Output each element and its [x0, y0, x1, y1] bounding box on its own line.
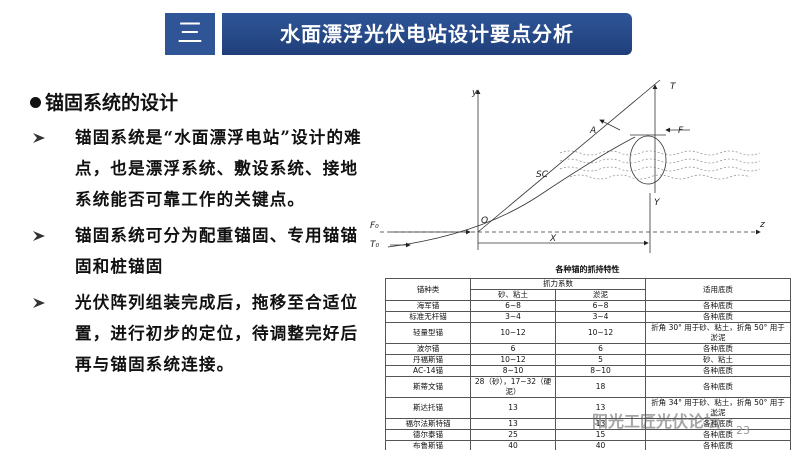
table-cell: 海军锚	[385, 300, 471, 312]
table-cell: 各种底质	[645, 440, 791, 450]
table-cell: 波尔锚	[385, 343, 471, 355]
table-cell: 40	[555, 440, 646, 450]
table-cell: 6~8	[470, 300, 556, 312]
table-row: 波尔锚 6 6 各种底质	[385, 343, 791, 355]
table-cell: AC-14锚	[385, 365, 471, 377]
table-cell: 折角 30° 用于砂、粘土，折角 50° 用于淤泥	[645, 322, 791, 344]
col-header: 抓力系数	[470, 278, 646, 290]
table-cell: 砂、粘土	[645, 354, 791, 366]
table-cell: 40	[470, 440, 556, 450]
table-cell: 各种底质	[645, 376, 791, 398]
table-cell: 13	[470, 418, 556, 430]
table-cell: 6~8	[555, 300, 646, 312]
table-cell: 各种底质	[645, 343, 791, 355]
bullet-arrow	[33, 298, 45, 308]
table-title: 各种锚的抓持特性	[555, 265, 620, 274]
table-cell: 各种底质	[645, 311, 791, 323]
table-cell: 10~12	[555, 322, 646, 344]
table-cell: 各种底质	[645, 365, 791, 377]
table-row: 标准无杆锚 3~4 3~4 各种底质	[385, 311, 791, 323]
label-y: y	[471, 88, 478, 98]
table-row: 布鲁斯锚 40 40 各种底质	[385, 440, 791, 450]
table-cell: 8~10	[555, 365, 646, 377]
label-y-depth: Y	[654, 198, 661, 208]
col-header: 适用底质	[645, 278, 791, 301]
bullet-arrow	[33, 133, 45, 143]
table-cell: 10~12	[470, 354, 556, 366]
table-cell: 3~4	[555, 311, 646, 323]
table-cell: 13	[470, 397, 556, 419]
section-heading: 锚固系统的设计	[30, 88, 178, 115]
table-cell: 5	[555, 354, 646, 366]
table-row: 斯达托锚 13 13 折角 34° 用于砂、粘土，折角 50° 用于淤泥	[385, 397, 791, 419]
table-cell: 8~10	[470, 365, 556, 377]
table-cell: 标准无杆锚	[385, 311, 471, 323]
col-header: 锚种类	[385, 278, 471, 301]
table-cell: 斯达托锚	[385, 397, 471, 419]
label-o: O	[481, 216, 488, 226]
bullet: 光伏阵列组装完成后，拖移至合适位置，进行初步的定位，待调整完好后再与锚固系统连接…	[30, 287, 370, 380]
table-cell: 6	[470, 343, 556, 355]
anchor-table: 锚种类 抓力系数 适用底质 砂、粘土 淤泥 海军锚 6~8 6~8 各种底质 标准无杆锚 3~4…	[385, 278, 791, 450]
table-cell: 3~4	[470, 311, 556, 323]
bullet-dot	[30, 97, 41, 108]
table-cell: 28（砂），17~32（硬泥）	[470, 376, 556, 398]
label-f: F	[678, 126, 684, 136]
bullet: 锚固系统可分为配重锚固、专用锚锚固和桩锚固	[30, 220, 370, 282]
page-number: 23	[736, 424, 750, 437]
table-cell: 德尔泰锚	[385, 429, 471, 441]
table-cell: 10~12	[470, 322, 556, 344]
label-t: T	[670, 82, 677, 92]
section-number: 三	[165, 13, 215, 55]
col-header: 淤泥	[555, 289, 646, 301]
table-row: 德尔泰锚 25 15 各种底质	[385, 429, 791, 441]
label-a: A	[589, 126, 596, 136]
bullet-arrow	[33, 231, 45, 241]
table-row: AC-14锚 8~10 8~10 各种底质	[385, 365, 791, 377]
label-x: X	[549, 234, 557, 244]
bullet-text: 锚固系统是“水面漂浮电站”设计的难点，也是漂浮系统、敷设系统、接地系统能否可靠工…	[75, 128, 362, 209]
table-cell: 布鲁斯锚	[385, 440, 471, 450]
watermark: 阳光工匠光伏论坛	[592, 412, 721, 431]
table-row: 丹福斯锚 10~12 5 砂、粘土	[385, 354, 791, 366]
table-row: 福尔法斯特锚 13 13 各种底质	[385, 418, 791, 430]
table-row: 斯蒂文锚 28（砂），17~32（硬泥） 18 各种底质	[385, 376, 791, 398]
label-z: z	[759, 220, 765, 230]
table-cell: 轻量型锚	[385, 322, 471, 344]
table-row: 海军锚 6~8 6~8 各种底质	[385, 300, 791, 312]
table-cell: 斯蒂文锚	[385, 376, 471, 398]
table-cell: 18	[555, 376, 646, 398]
table-cell: 25	[470, 429, 556, 441]
bullet-list: 锚固系统是“水面漂浮电站”设计的难点，也是漂浮系统、敷设系统、接地系统能否可靠工…	[30, 122, 370, 385]
label-f0: F₀	[370, 221, 379, 231]
mooring-diagram: y T A F SC O F₀ T₀ X Y z	[370, 79, 765, 253]
label-sc: SC	[536, 170, 549, 180]
bullet-text: 光伏阵列组装完成后，拖移至合适位置，进行初步的定位，待调整完好后再与锚固系统连接…	[75, 293, 359, 374]
table-cell: 各种底质	[645, 300, 791, 312]
col-header: 砂、粘土	[470, 289, 556, 301]
bullet-text: 锚固系统可分为配重锚固、专用锚锚固和桩锚固	[75, 226, 359, 276]
slide-title: 水面漂浮光伏电站设计要点分析	[222, 13, 632, 55]
table-cell: 丹福斯锚	[385, 354, 471, 366]
table-cell: 6	[555, 343, 646, 355]
label-t0: T₀	[370, 240, 379, 250]
bullet: 锚固系统是“水面漂浮电站”设计的难点，也是漂浮系统、敷设系统、接地系统能否可靠工…	[30, 122, 370, 215]
heading-text: 锚固系统的设计	[45, 92, 179, 114]
table-row: 轻量型锚 10~12 10~12 折角 30° 用于砂、粘土，折角 50° 用于淤泥	[385, 322, 791, 344]
table-cell: 福尔法斯特锚	[385, 418, 471, 430]
